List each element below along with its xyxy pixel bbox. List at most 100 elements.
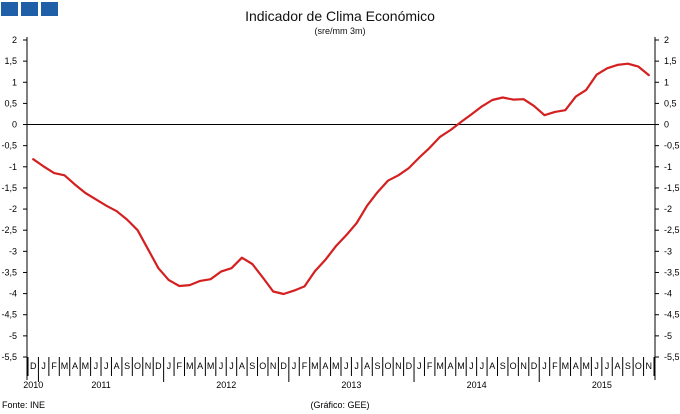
y-tick-label: -4,5 <box>664 310 680 320</box>
data-point <box>334 245 337 248</box>
data-point <box>647 74 650 76</box>
data-point <box>345 234 348 237</box>
data-point <box>293 289 295 292</box>
data-point <box>126 218 129 221</box>
logo-block <box>21 2 38 16</box>
month-label: D <box>406 361 413 371</box>
y-tick-label: 0 <box>12 120 17 130</box>
data-point <box>387 179 389 182</box>
data-point <box>397 174 400 177</box>
y-tick-label: -3 <box>664 246 672 256</box>
y-tick-label: 2 <box>12 35 17 45</box>
month-label: F <box>302 361 308 371</box>
data-point <box>460 121 462 123</box>
data-point <box>188 284 191 287</box>
month-label: D <box>155 361 162 371</box>
month-label: S <box>625 361 631 371</box>
month-label: O <box>635 361 642 371</box>
y-tick-label: -5 <box>664 331 672 341</box>
year-label: 2012 <box>216 380 236 390</box>
data-point <box>606 67 608 70</box>
data-point <box>32 158 35 161</box>
data-point <box>105 204 108 207</box>
y-tick-label: -2,5 <box>664 225 680 235</box>
y-tick-label: -1 <box>9 162 17 172</box>
month-label: M <box>436 361 444 371</box>
month-label: A <box>573 361 579 371</box>
month-label: S <box>375 361 381 371</box>
month-label: O <box>510 361 517 371</box>
data-point <box>512 98 515 101</box>
logo-blocks <box>1 2 58 16</box>
data-point <box>63 174 66 177</box>
month-label: J <box>469 361 474 371</box>
data-point <box>209 278 212 281</box>
y-tick-label: -5 <box>9 331 17 341</box>
y-tick-label: 1 <box>12 77 17 87</box>
series-layer <box>32 62 650 296</box>
month-label: S <box>249 361 255 371</box>
month-label: M <box>582 361 590 371</box>
data-point <box>585 88 588 91</box>
data-point <box>314 270 316 273</box>
y-tick-label: 0 <box>664 120 669 130</box>
month-label: F <box>552 361 558 371</box>
month-label: F <box>51 361 57 371</box>
data-point <box>42 165 45 168</box>
data-point <box>616 64 619 66</box>
data-point <box>199 280 202 282</box>
data-point <box>470 113 473 116</box>
data-point <box>240 256 243 259</box>
year-label: 2013 <box>341 380 361 390</box>
credit-note: (Gráfico: GEE) <box>310 400 370 410</box>
month-label: J <box>354 361 359 371</box>
month-label: D <box>30 361 37 371</box>
data-point <box>439 135 442 138</box>
month-label: N <box>646 361 653 371</box>
month-label: M <box>457 361 465 371</box>
month-label: M <box>332 361 340 371</box>
year-label: 2010 <box>23 380 43 390</box>
month-label: S <box>500 361 506 371</box>
data-point <box>366 204 368 207</box>
data-point <box>251 263 254 265</box>
month-label: J <box>104 361 109 371</box>
month-label: J <box>94 361 99 371</box>
data-point <box>564 109 567 112</box>
y-tick-label: -2 <box>9 204 17 214</box>
month-label: N <box>395 361 402 371</box>
month-label: D <box>531 361 538 371</box>
month-label: J <box>480 361 485 371</box>
month-label: J <box>594 361 599 371</box>
month-label: A <box>72 361 78 371</box>
data-point <box>491 99 494 101</box>
y-tick-label: -4 <box>9 289 17 299</box>
data-point <box>115 210 118 213</box>
data-point <box>553 110 556 113</box>
month-label: A <box>239 361 245 371</box>
y-tick-label: -1 <box>664 162 672 172</box>
month-label: D <box>280 361 287 371</box>
chart-subtitle: (sre/mm 3m) <box>314 26 366 36</box>
data-point <box>303 285 306 288</box>
month-label: J <box>605 361 610 371</box>
data-point <box>355 222 358 224</box>
month-label: J <box>344 361 349 371</box>
month-label: J <box>292 361 297 371</box>
source-note: Fonte: INE <box>2 400 46 410</box>
y-tick-label: -5,5 <box>1 352 17 362</box>
data-point <box>637 65 640 68</box>
data-point <box>324 258 327 261</box>
month-label: J <box>167 361 172 371</box>
month-label: O <box>259 361 266 371</box>
y-tick-label: -3,5 <box>1 267 17 277</box>
data-point <box>220 270 222 273</box>
data-point <box>147 248 149 251</box>
data-point <box>136 229 139 232</box>
y-tick-label: 1 <box>664 77 669 87</box>
y-tick-label: -4 <box>664 289 672 299</box>
data-point <box>272 290 275 293</box>
month-label: J <box>219 361 224 371</box>
year-label: 2011 <box>91 380 110 390</box>
